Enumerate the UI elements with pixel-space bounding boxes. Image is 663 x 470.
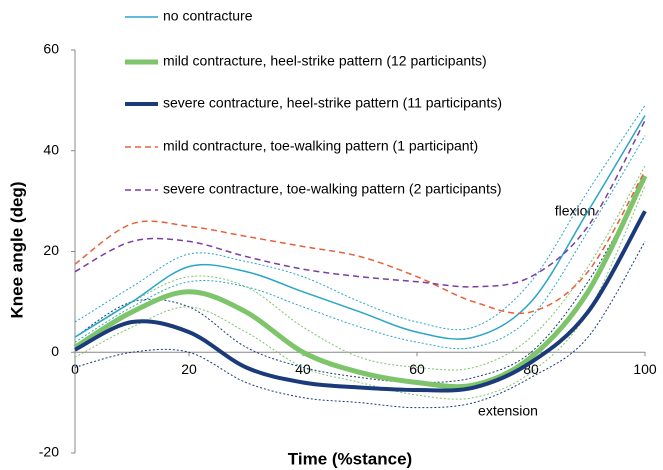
legend-label: mild contracture, heel-strike pattern (1… — [163, 53, 487, 69]
x-axis-title: Time (%stance) — [288, 449, 412, 468]
x-tick-label: 60 — [409, 361, 425, 377]
x-tick-label: 20 — [181, 361, 197, 377]
x-tick-label: 40 — [295, 361, 311, 377]
legend-label: severe contracture, toe-walking pattern … — [163, 181, 502, 197]
series-line — [73, 174, 648, 390]
series-line — [74, 120, 646, 288]
y-axis-title: Knee angle (deg) — [7, 182, 26, 319]
y-tick-label: 60 — [43, 41, 59, 57]
series-line — [74, 170, 646, 315]
y-tick-label: -20 — [39, 444, 59, 460]
series-line — [74, 185, 646, 400]
series-line — [74, 210, 647, 393]
y-tick-label: 0 — [51, 343, 59, 359]
legend-label: severe contracture, heel-strike pattern … — [163, 95, 502, 111]
series-line — [74, 241, 646, 409]
series-line — [74, 180, 646, 383]
legend-label: no contracture — [163, 8, 253, 24]
annotation: extension — [478, 403, 538, 419]
series-line — [74, 165, 646, 371]
x-tick-label: 100 — [633, 361, 657, 377]
series-line — [74, 135, 646, 350]
legend-label: mild contracture, toe-walking pattern (1… — [163, 138, 478, 154]
series-line — [74, 115, 646, 340]
y-tick-label: 40 — [43, 141, 59, 157]
y-tick-label: 20 — [43, 242, 59, 258]
series-line — [74, 105, 646, 331]
